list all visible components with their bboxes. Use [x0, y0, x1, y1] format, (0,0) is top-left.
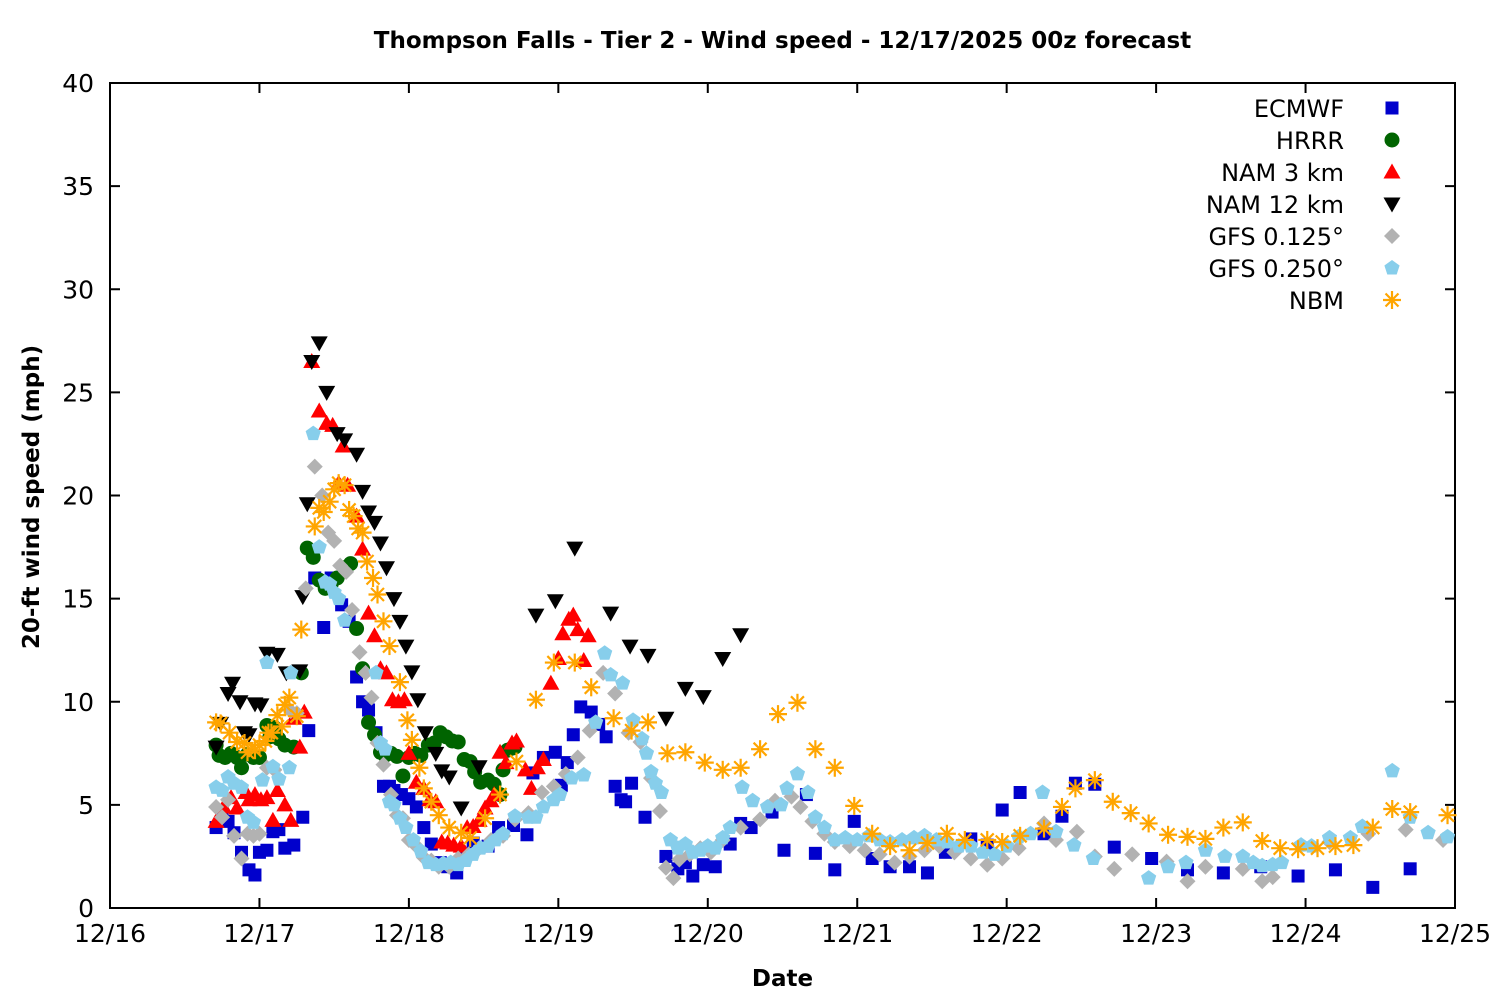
legend-marker-gfs-0-125- [1384, 228, 1400, 244]
legend-label: NAM 12 km [1206, 191, 1344, 219]
y-tick-label: 30 [62, 275, 94, 304]
x-axis-label: Date [751, 966, 814, 992]
x-tick-label: 12/22 [971, 919, 1043, 948]
y-tick-label: 15 [62, 585, 94, 614]
legend-marker-nam-3-km [1383, 163, 1401, 179]
legend-label: NAM 3 km [1221, 159, 1344, 187]
legend-marker-nam-12-km [1383, 197, 1401, 213]
y-tick-label: 0 [78, 894, 94, 923]
series-nam-12-km [207, 336, 750, 817]
x-tick-label: 12/21 [821, 919, 893, 948]
x-tick-label: 12/19 [522, 919, 594, 948]
x-tick-label: 12/24 [1270, 919, 1342, 948]
y-tick-label: 5 [78, 791, 94, 820]
y-tick-label: 40 [62, 69, 94, 98]
series-nbm [207, 474, 1457, 860]
x-tick-label: 12/18 [373, 919, 445, 948]
legend-label: GFS 0.125° [1208, 223, 1344, 251]
chart-title: Thompson Falls - Tier 2 - Wind speed - 1… [373, 28, 1192, 54]
legend-label: NBM [1289, 287, 1344, 315]
legend: ECMWF HRRR NAM 3 km NAM 12 km GFS 0.125° GFS … [1206, 95, 1401, 315]
x-tick-label: 12/20 [672, 919, 744, 948]
series-ecmwf [209, 571, 1417, 894]
legend-marker-hrrr [1384, 132, 1400, 148]
series-nam-3-km [207, 352, 597, 853]
x-tick-label: 12/23 [1120, 919, 1192, 948]
legend-marker-nbm [1383, 291, 1401, 309]
axis-ticks [109, 82, 1456, 909]
legend-marker-gfs-0-250- [1384, 260, 1400, 275]
x-tick-label: 12/25 [1419, 919, 1491, 948]
legend-label: ECMWF [1254, 95, 1344, 123]
legend-label: HRRR [1276, 127, 1344, 155]
y-axis-label: 20-ft wind speed (mph) [19, 344, 45, 650]
legend-marker-ecmwf [1385, 101, 1399, 115]
y-tick-label: 25 [62, 378, 94, 407]
y-tick-label: 10 [62, 688, 94, 717]
legend-label: GFS 0.250° [1208, 255, 1344, 283]
x-tick-label: 12/17 [223, 919, 295, 948]
axis-tick-labels: 12/16 12/17 12/18 12/19 12/20 12/21 12/22 12/23… [62, 69, 1491, 948]
x-tick-label: 12/16 [74, 919, 146, 948]
series-gfs-0-250- [208, 425, 1456, 885]
y-tick-label: 35 [62, 172, 94, 201]
y-tick-label: 20 [62, 482, 94, 511]
